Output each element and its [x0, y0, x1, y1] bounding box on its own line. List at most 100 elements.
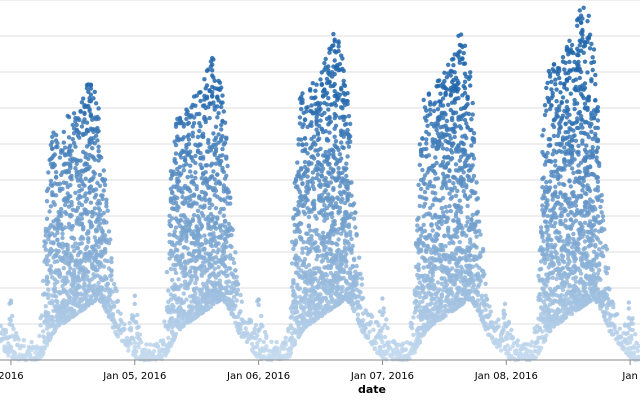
data-point: [328, 180, 333, 185]
data-point: [295, 261, 300, 266]
data-point: [451, 181, 456, 186]
data-point: [339, 156, 344, 161]
data-point: [345, 186, 350, 192]
data-point: [328, 119, 333, 124]
data-point: [206, 140, 211, 146]
data-point: [319, 270, 324, 275]
data-point: [235, 287, 241, 293]
data-point: [29, 339, 34, 345]
data-point: [299, 236, 304, 241]
data-point: [435, 107, 441, 112]
data-point: [301, 240, 306, 245]
data-point: [79, 187, 85, 192]
data-point: [95, 138, 100, 143]
data-point: [471, 131, 477, 136]
data-point: [95, 228, 100, 233]
data-point: [309, 123, 314, 128]
data-point: [39, 313, 45, 318]
data-point: [451, 218, 456, 223]
data-point: [451, 62, 456, 68]
data-point: [82, 281, 87, 286]
data-point: [71, 236, 77, 241]
data-point: [420, 153, 425, 158]
data-point: [421, 265, 426, 270]
data-point: [440, 247, 446, 253]
data-point: [193, 153, 198, 159]
data-point: [425, 123, 430, 128]
data-point: [300, 97, 305, 102]
data-point: [77, 284, 82, 290]
data-point: [421, 285, 426, 290]
data-point: [341, 78, 346, 84]
data-point: [238, 327, 243, 332]
data-point: [179, 171, 184, 176]
data-point: [313, 271, 318, 276]
data-point: [461, 300, 466, 305]
data-point: [210, 202, 215, 208]
data-point: [319, 81, 324, 87]
data-point: [106, 240, 112, 246]
data-point: [324, 180, 330, 185]
data-point: [179, 283, 184, 288]
data-point: [62, 145, 68, 150]
data-point: [65, 199, 70, 204]
data-point: [42, 335, 47, 340]
data-point: [292, 341, 297, 346]
data-point: [51, 240, 56, 245]
data-point: [255, 341, 260, 346]
data-point: [200, 154, 206, 160]
data-point: [215, 115, 220, 120]
data-point: [332, 58, 337, 63]
data-point: [211, 231, 216, 236]
data-point: [253, 322, 259, 328]
data-point: [101, 210, 107, 216]
data-point: [213, 149, 219, 154]
data-point: [215, 172, 220, 177]
data-point: [385, 325, 390, 331]
data-point: [3, 330, 8, 335]
data-point: [324, 216, 330, 221]
data-point: [353, 225, 358, 230]
data-point: [230, 227, 235, 233]
data-point: [412, 350, 417, 355]
data-point: [428, 247, 433, 252]
data-point: [443, 91, 448, 97]
data-point: [335, 280, 340, 285]
data-point: [110, 289, 116, 294]
data-point: [128, 325, 134, 331]
data-point: [104, 237, 109, 242]
data-point: [339, 192, 344, 197]
data-point: [449, 266, 455, 271]
data-point: [122, 327, 127, 332]
data-point: [296, 265, 301, 270]
data-point: [354, 231, 359, 237]
data-point: [79, 216, 85, 221]
data-point: [318, 303, 323, 308]
data-point: [457, 60, 462, 65]
data-point: [213, 124, 219, 129]
data-point: [340, 56, 345, 61]
data-point: [211, 75, 216, 80]
data-point: [88, 112, 94, 117]
data-point: [341, 269, 346, 275]
data-point: [329, 241, 335, 246]
data-point: [199, 273, 204, 278]
data-point: [128, 341, 134, 346]
data-point: [255, 344, 260, 349]
data-point: [53, 170, 59, 175]
data-point: [73, 166, 78, 171]
data-point: [313, 289, 318, 295]
data-point: [206, 104, 211, 110]
data-point: [323, 188, 328, 193]
data-point: [440, 210, 446, 215]
data-point: [433, 191, 438, 196]
data-point: [429, 300, 434, 306]
data-point: [171, 250, 176, 255]
data-point: [215, 216, 220, 221]
data-point: [48, 178, 54, 184]
data-point: [437, 226, 442, 231]
data-point: [216, 247, 221, 252]
data-point: [354, 282, 359, 287]
data-point: [301, 122, 306, 127]
data-point: [137, 332, 143, 337]
